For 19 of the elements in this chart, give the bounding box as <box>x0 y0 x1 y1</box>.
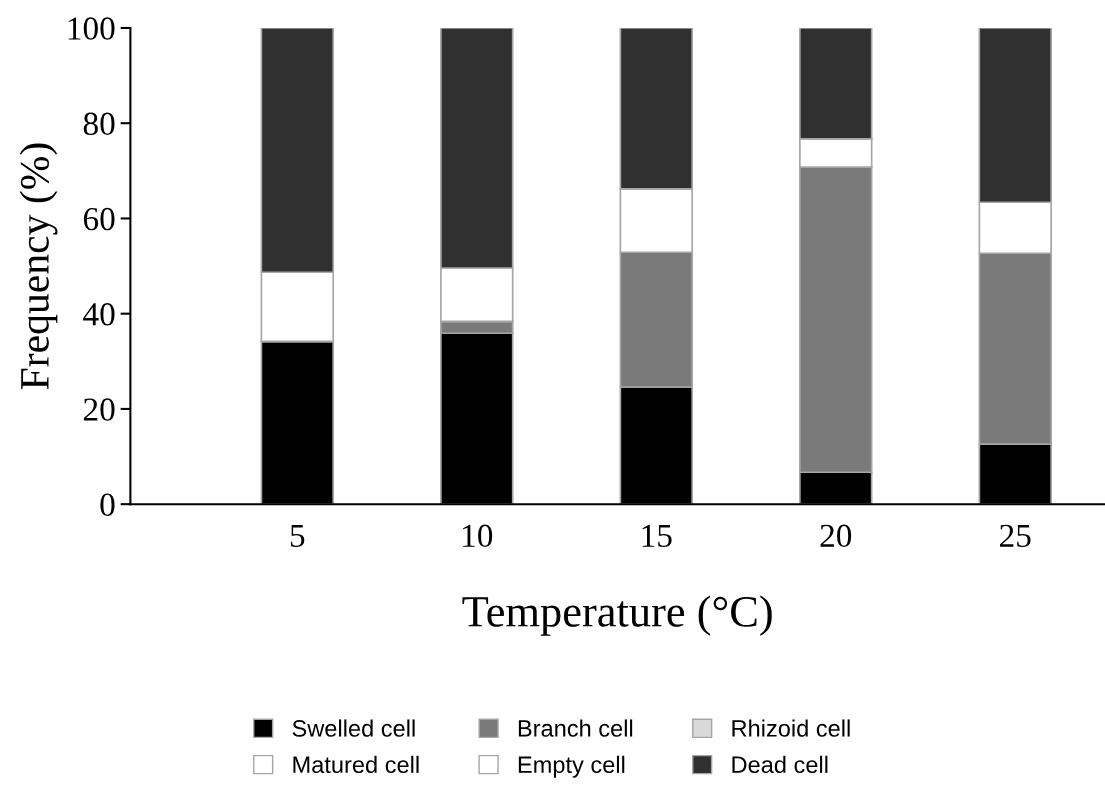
legend-label: Branch cell <box>518 719 633 737</box>
legend-label: Matured cell <box>293 755 419 774</box>
legend-label: Dead cell <box>732 755 828 774</box>
y-tick-label: 40 <box>83 303 115 326</box>
x-tick-label: 10 <box>463 524 493 548</box>
x-axis-title: Temperature (°C) <box>462 595 772 636</box>
y-tick-label: 100 <box>68 17 115 40</box>
x-tick-label: 20 <box>820 524 852 548</box>
x-tick-label: 5 <box>290 524 305 548</box>
legend-label: Rhizoid cell <box>732 719 850 737</box>
x-tick-label: 15 <box>642 524 672 548</box>
y-tick-label: 80 <box>83 112 115 136</box>
legend-label: Swelled cell <box>292 719 415 737</box>
y-tick-label: 0 <box>100 493 115 517</box>
y-axis-title: Frequency (%) <box>19 143 58 390</box>
x-tick-label: 25 <box>1000 524 1031 548</box>
y-tick-label: 20 <box>83 398 115 421</box>
y-tick-label: 60 <box>83 207 115 231</box>
legend-label: Empty cell <box>518 755 625 778</box>
